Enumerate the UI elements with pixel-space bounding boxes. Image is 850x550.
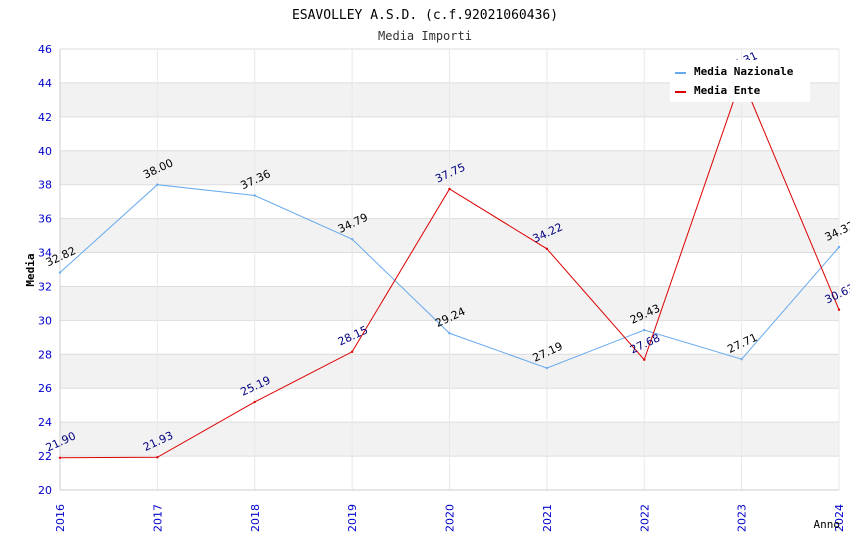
y-tick-label: 44 <box>38 77 52 90</box>
data-point <box>156 183 159 186</box>
data-point <box>643 328 646 332</box>
y-tick-label: 28 <box>38 348 52 361</box>
y-tick-label: 32 <box>38 280 52 293</box>
data-label: 28.15 <box>336 323 370 348</box>
x-tick-label: 2019 <box>346 504 359 532</box>
x-tick-label: 2023 <box>736 504 749 532</box>
data-point <box>837 308 841 311</box>
data-label: 27.71 <box>725 331 759 356</box>
x-tick-label: 2018 <box>249 504 262 532</box>
data-point <box>350 350 354 353</box>
chart-title: ESAVOLLEY A.S.D. (c.f.92021060436) <box>292 8 558 23</box>
legend-box <box>670 60 810 102</box>
grid-lines <box>59 48 840 491</box>
legend: Media Nazionale Media Ente <box>670 60 810 102</box>
data-point <box>253 400 256 404</box>
series-layer <box>58 76 841 459</box>
x-tick-label: 2021 <box>541 504 554 532</box>
y-tick-label: 20 <box>38 484 52 497</box>
y-tick-label: 26 <box>38 382 52 395</box>
x-axis-label: Anno <box>814 518 841 531</box>
y-axis-ticks: 20 22 24 26 28 30 32 34 36 38 40 42 44 46 <box>38 43 52 497</box>
y-tick-label: 30 <box>38 314 52 327</box>
data-point <box>253 194 256 197</box>
data-point <box>156 456 159 459</box>
x-tick-label: 2016 <box>54 504 67 532</box>
legend-label-media-ente: Media Ente <box>694 84 761 97</box>
x-tick-label: 2017 <box>151 504 164 532</box>
y-tick-label: 38 <box>38 179 52 192</box>
y-tick-label: 34 <box>38 247 52 260</box>
x-tick-label: 2024 <box>833 504 846 532</box>
data-point <box>837 245 841 249</box>
y-tick-label: 46 <box>38 43 52 56</box>
data-point <box>545 247 549 251</box>
data-point <box>448 332 451 335</box>
x-tick-label: 2022 <box>638 504 651 532</box>
y-tick-label: 24 <box>38 416 52 429</box>
data-point <box>350 237 354 241</box>
x-axis-ticks: 2016 2017 2018 2019 2020 2021 2022 2023 2024 <box>54 504 846 532</box>
y-tick-label: 22 <box>38 450 52 463</box>
data-point <box>545 366 549 370</box>
legend-label-media-nazionale: Media Nazionale <box>694 65 794 78</box>
data-point <box>740 358 743 361</box>
data-point <box>58 271 62 274</box>
chart-subtitle: Media Importi <box>378 29 472 43</box>
data-point <box>58 456 62 459</box>
data-point <box>643 358 646 361</box>
y-tick-label: 40 <box>38 145 52 158</box>
y-axis-label: Media <box>24 253 37 286</box>
data-point <box>448 187 451 191</box>
y-tick-label: 36 <box>38 213 52 226</box>
y-tick-label: 42 <box>38 111 52 124</box>
x-tick-label: 2020 <box>444 504 457 532</box>
data-label: 27.68 <box>628 331 662 356</box>
